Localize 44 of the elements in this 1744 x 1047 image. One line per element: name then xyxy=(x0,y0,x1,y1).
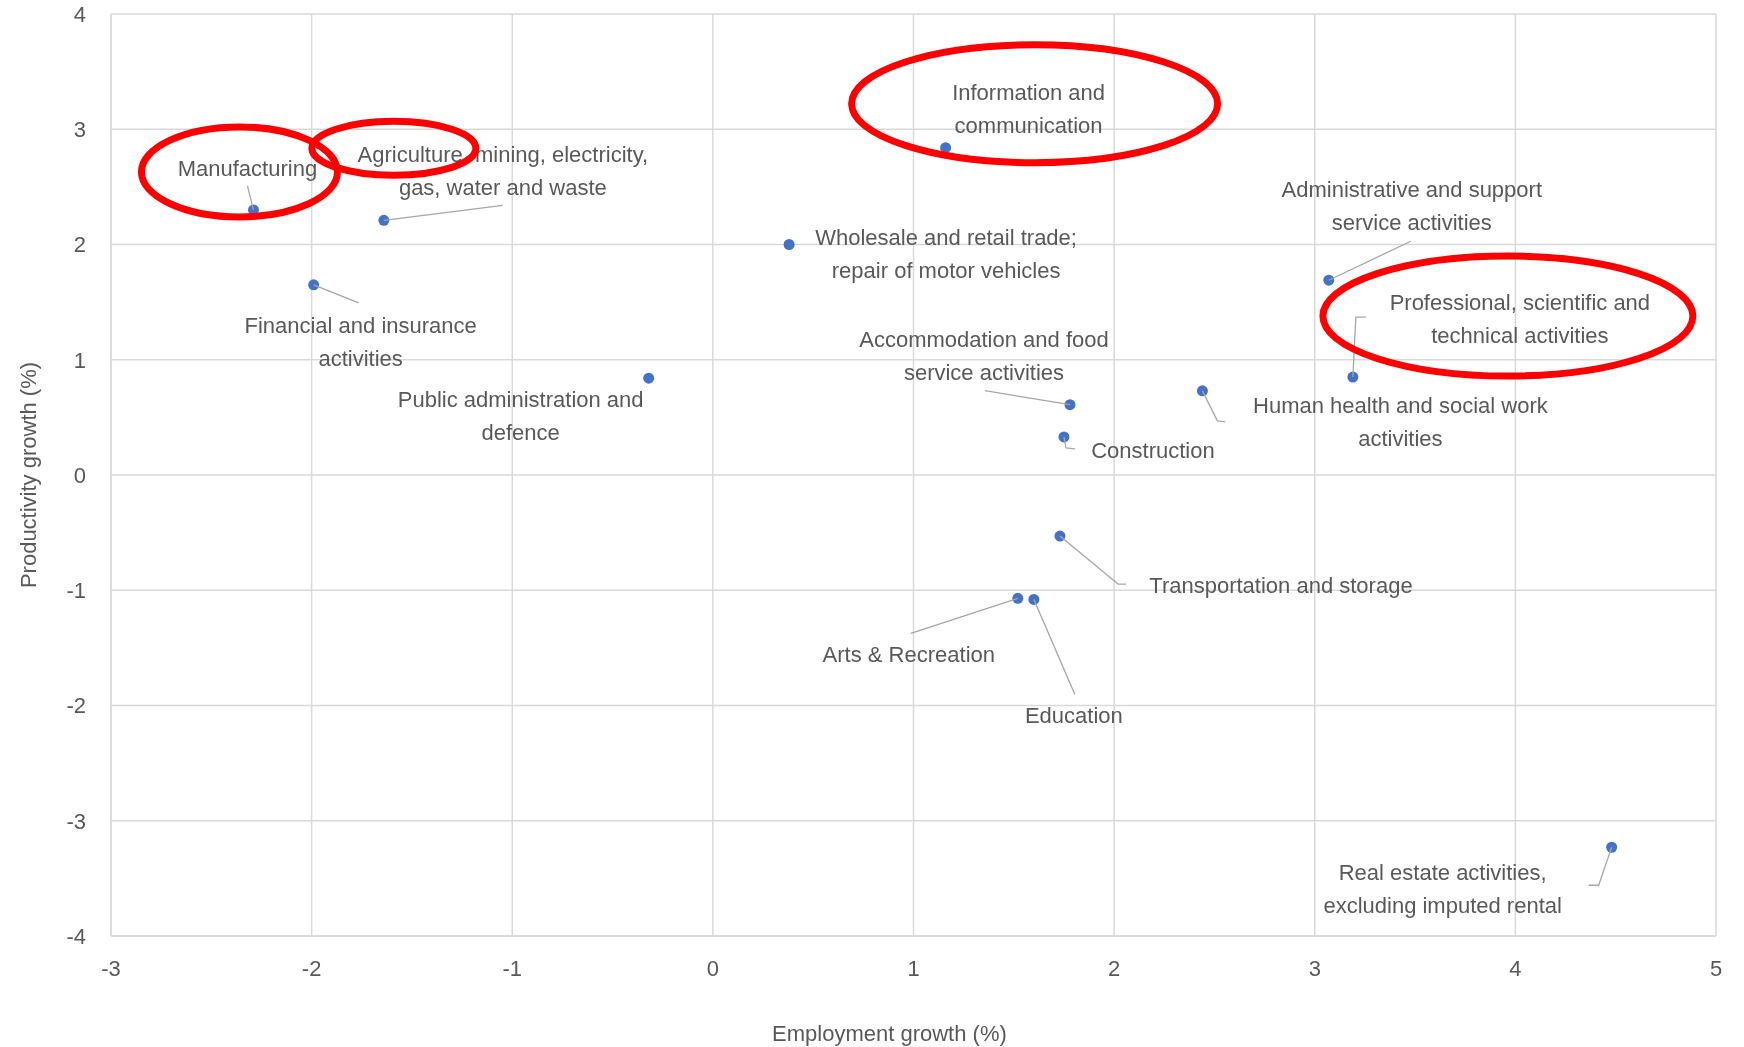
y-axis-title: Productivity growth (%) xyxy=(15,361,41,589)
point xyxy=(940,142,952,154)
annotation: Administrative and support service activities xyxy=(1281,176,1543,235)
annotation: Construction xyxy=(1091,437,1215,463)
y-tick-label: -1 xyxy=(66,578,86,604)
annotation: Financial and insurance activities xyxy=(244,313,477,372)
annotation: Wholesale and retail trade; repair of motor vehicles xyxy=(815,225,1077,283)
point xyxy=(643,372,655,384)
x-tick-label: -3 xyxy=(101,955,121,981)
annotation: Transportation and storage xyxy=(1149,573,1413,599)
x-tick-label: -1 xyxy=(502,955,523,981)
x-tick-label: 3 xyxy=(1308,955,1321,981)
x-tick-label: 5 xyxy=(1709,955,1723,981)
point xyxy=(1012,592,1024,604)
x-axis-title: Employment growth (%) xyxy=(772,1020,1007,1046)
x-tick-label: -2 xyxy=(301,955,322,981)
point xyxy=(378,214,390,226)
annotation: Public administration and defence xyxy=(397,386,644,445)
y-tick-label: 0 xyxy=(73,462,86,488)
x-tick-label: 1 xyxy=(907,955,920,981)
y-tick-label: 4 xyxy=(73,1,86,27)
point xyxy=(308,279,320,291)
x-tick-label: 2 xyxy=(1108,955,1121,981)
y-tick-label: -2 xyxy=(66,693,86,719)
y-tick-label: 1 xyxy=(73,347,86,373)
annotation: Human health and social work activities xyxy=(1253,393,1549,452)
annotation: Professional, scientific and technical activities xyxy=(1389,289,1651,348)
y-tick-label: 2 xyxy=(73,232,86,258)
point xyxy=(783,239,795,250)
annotation: Arts & Recreation xyxy=(822,642,996,668)
y-tick-label: -4 xyxy=(66,923,86,949)
annotation: Information and communication xyxy=(952,80,1106,139)
annotation: Accommodation and food service activities xyxy=(859,327,1109,386)
annotation: Education xyxy=(1024,703,1123,729)
point xyxy=(1606,841,1618,853)
point xyxy=(1028,593,1040,605)
y-tick-label: -3 xyxy=(66,808,86,834)
annotation: Agriculture, mining, electricity, gas, water and waste xyxy=(357,141,649,200)
x-tick-label: 4 xyxy=(1509,955,1522,981)
y-tick-label: 3 xyxy=(73,117,86,143)
x-tick-label: 0 xyxy=(706,955,719,981)
annotation: Manufacturing xyxy=(177,155,318,181)
point xyxy=(1196,385,1208,397)
annotation: Real estate activities, excluding imputed rental xyxy=(1323,859,1562,918)
